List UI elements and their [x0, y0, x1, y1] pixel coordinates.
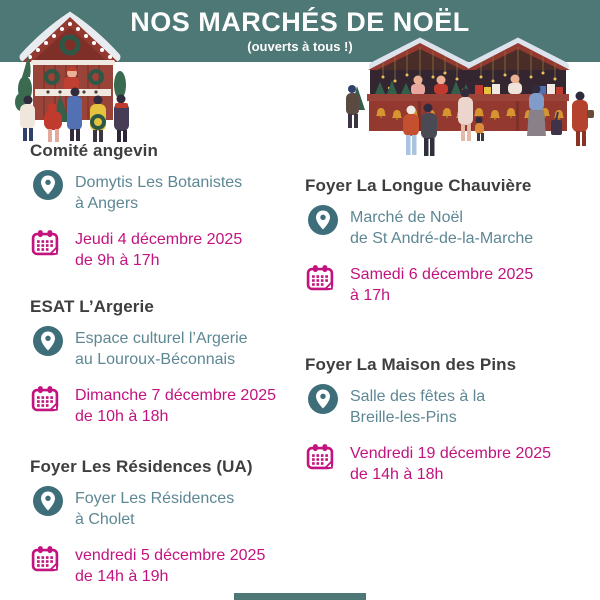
date-text: vendredi 5 décembre 2025 de 14h à 19h	[75, 547, 266, 585]
calendar-icon	[306, 265, 334, 291]
date-text: Samedi 6 décembre 2025 à 17h	[350, 266, 534, 304]
date-text: Vendredi 19 décembre 2025 de 14h à 18h	[350, 445, 552, 483]
location-row: Espace culturel l’Argerie au Louroux-Béco…	[30, 326, 310, 370]
location-row: Foyer Les Résidences à Cholet	[30, 486, 310, 530]
location-text: Foyer Les Résidences à Cholet	[75, 490, 235, 528]
calendar-icon	[306, 444, 334, 470]
location-text: Domytis Les Botanistes à Angers	[75, 174, 243, 212]
event-comite-angevin: Comité angevin Domytis Les Botanistes à A…	[30, 141, 310, 284]
location-text: Salle des fêtes à la Breille-les-Pins	[350, 388, 486, 426]
map-pin-icon	[308, 205, 338, 235]
date-text: Dimanche 7 décembre 2025 de 10h à 18h	[75, 387, 277, 425]
event-title: Foyer Les Résidences (UA)	[30, 457, 253, 476]
date-row: vendredi 5 décembre 2025 de 14h à 19h	[30, 543, 310, 587]
calendar-icon	[31, 546, 59, 572]
map-pin-icon	[33, 326, 63, 356]
christmas-stall-illustration-left	[15, 11, 129, 142]
date-row: Vendredi 19 décembre 2025 de 14h à 18h	[305, 441, 597, 485]
calendar-icon	[31, 230, 59, 256]
event-title: ESAT L’Argerie	[30, 297, 154, 316]
event-title: Foyer La Maison des Pins	[305, 355, 517, 374]
date-row: Samedi 6 décembre 2025 à 17h	[305, 262, 597, 306]
event-foyer-la-longue-chauviere: Foyer La Longue Chauvière Marché de Noël…	[305, 176, 597, 319]
location-row: Marché de Noël de St André-de-la-Marche	[305, 205, 597, 249]
location-text: Marché de Noël de St André-de-la-Marche	[350, 209, 534, 247]
event-foyer-la-maison-des-pins: Foyer La Maison des Pins Salle des fêtes…	[305, 355, 597, 498]
shopper-figures	[346, 84, 594, 156]
date-text: Jeudi 4 décembre 2025 de 9h à 17h	[75, 231, 243, 269]
date-row: Dimanche 7 décembre 2025 de 10h à 18h	[30, 383, 310, 427]
location-row: Salle des fêtes à la Breille-les-Pins	[305, 384, 597, 428]
event-title: Foyer La Longue Chauvière	[305, 176, 532, 195]
calendar-icon	[31, 386, 59, 412]
page-subtitle: (ouverts à tous !)	[247, 39, 353, 55]
event-title: Comité angevin	[30, 141, 158, 160]
location-row: Domytis Les Botanistes à Angers	[30, 170, 310, 214]
page-title: NOS MARCHÉS DE NOËL	[130, 6, 470, 37]
date-row: Jeudi 4 décembre 2025 de 9h à 17h	[30, 227, 310, 271]
map-pin-icon	[33, 170, 63, 200]
map-pin-icon	[308, 384, 338, 414]
event-esat-argerie: ESAT L’Argerie Espace culturel l’Argerie…	[30, 297, 310, 440]
map-pin-icon	[33, 486, 63, 516]
christmas-stalls-illustration-right	[346, 37, 594, 156]
event-foyer-les-residences: Foyer Les Résidences (UA) Foyer Les Rési…	[30, 457, 310, 600]
bottom-accent-bar	[234, 593, 366, 600]
shopper-figures	[15, 87, 129, 142]
location-text: Espace culturel l’Argerie au Louroux-Béco…	[75, 330, 248, 368]
